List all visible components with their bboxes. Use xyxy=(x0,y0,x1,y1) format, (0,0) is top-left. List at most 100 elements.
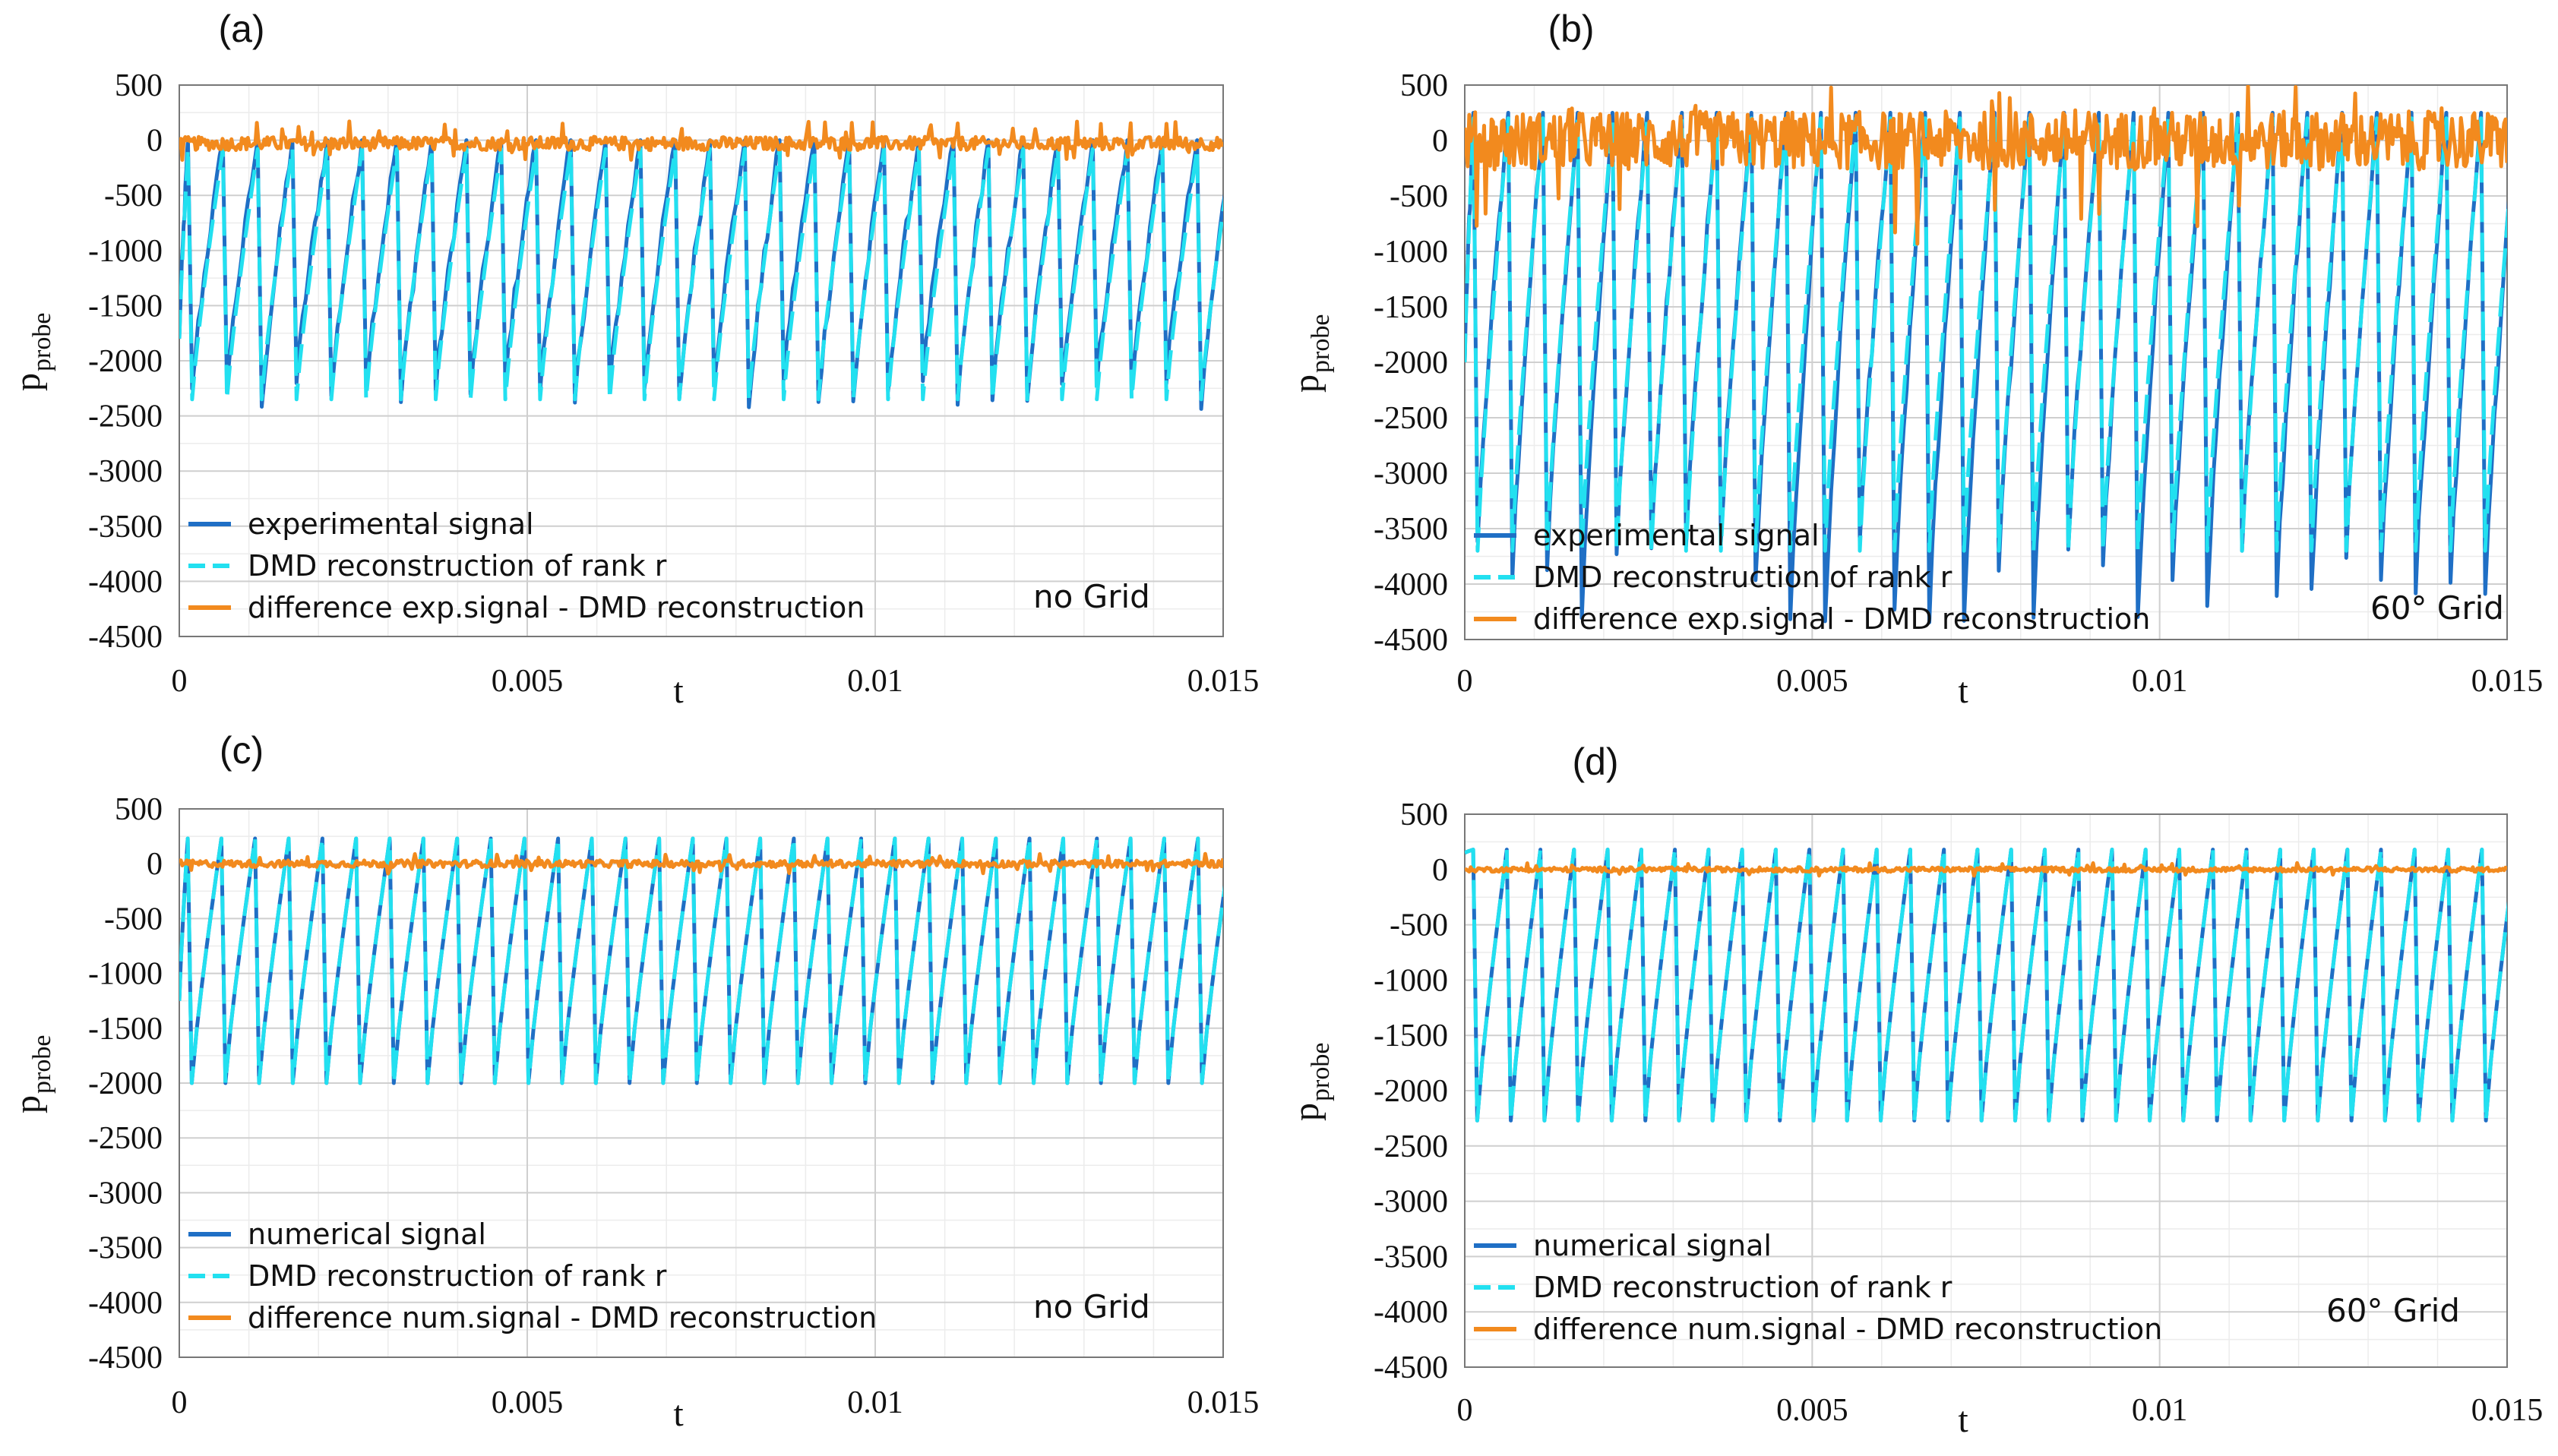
y-tick-label: -500 xyxy=(1390,179,1448,214)
panel-label: (c) xyxy=(220,729,264,772)
series-difference xyxy=(179,851,1223,876)
y-axis-label-sub: probe xyxy=(28,1035,56,1094)
y-tick-label: -2500 xyxy=(1374,401,1448,436)
grid-annotation: 60° Grid xyxy=(2326,1292,2460,1329)
y-tick-label: 0 xyxy=(1432,853,1448,888)
legend: experimental signal DMD reconstruction of… xyxy=(1474,519,2150,636)
y-tick-label: -4000 xyxy=(88,564,163,599)
y-tick-label: -3500 xyxy=(1374,1240,1448,1274)
series-reconstruction xyxy=(1465,848,2507,1123)
legend-entry: experimental signal xyxy=(248,507,534,541)
x-tick-label: 0.015 xyxy=(2471,1393,2544,1428)
y-axis-label-main: p xyxy=(1286,374,1326,393)
legend-entry: experimental signal xyxy=(1533,519,1820,552)
legend-entry: difference num.signal - DMD reconstructi… xyxy=(248,1301,877,1334)
x-axis-label: t xyxy=(673,671,684,711)
y-tick-label: 500 xyxy=(115,68,163,103)
x-tick-label: 0 xyxy=(172,1385,188,1420)
y-tick-label: -2000 xyxy=(88,1066,163,1101)
panel-label: (b) xyxy=(1548,8,1594,50)
y-tick-label: -1500 xyxy=(88,1012,163,1047)
x-tick-label: 0.005 xyxy=(1776,1393,1848,1428)
y-tick-label: 0 xyxy=(1432,124,1448,159)
x-axis-label: t xyxy=(673,1394,684,1434)
plot-area xyxy=(1465,85,2507,624)
y-tick-label: -2500 xyxy=(1374,1129,1448,1164)
x-tick-label: 0 xyxy=(172,664,188,699)
x-tick-label: 0.01 xyxy=(847,664,903,699)
panel-a: (a) 500 0 -500 -1000 -1500 -2000 -2500 -3000 -350… xyxy=(8,8,1259,711)
y-tick-label: -3000 xyxy=(1374,456,1448,491)
y-tick-label: -1000 xyxy=(88,234,163,269)
y-axis-label-sub: probe xyxy=(1307,314,1335,373)
y-tick-label: -2500 xyxy=(88,400,163,434)
grid-annotation: no Grid xyxy=(1033,578,1150,615)
series-reconstruction xyxy=(179,836,1223,1085)
legend-entry: difference exp.signal - DMD reconstructi… xyxy=(1533,602,2150,636)
legend-entry: DMD reconstruction of rank r xyxy=(248,549,667,583)
y-tick-label: -2000 xyxy=(88,344,163,379)
x-tick-label: 0.015 xyxy=(2471,664,2544,699)
x-tick-label: 0.01 xyxy=(2132,1393,2188,1428)
grid-annotation: no Grid xyxy=(1033,1288,1150,1325)
y-tick-label: -4000 xyxy=(88,1286,163,1321)
x-tick-label: 0.015 xyxy=(1187,664,1260,699)
y-tick-label: -500 xyxy=(104,178,163,213)
y-tick-label: -500 xyxy=(104,902,163,936)
plot-frame xyxy=(179,84,1224,637)
y-tick-label: -4500 xyxy=(88,1341,163,1375)
y-tick-label: -1000 xyxy=(1374,963,1448,998)
plot-area xyxy=(179,119,1223,411)
y-tick-label: -1500 xyxy=(88,289,163,324)
x-tick-label: 0.005 xyxy=(492,664,564,699)
y-axis-label-sub: probe xyxy=(28,313,56,371)
grid xyxy=(179,808,1224,1358)
y-tick-label: 500 xyxy=(1400,68,1448,103)
y-tick-label: -1000 xyxy=(1374,235,1448,270)
y-tick-label: -3000 xyxy=(88,1176,163,1211)
legend-entry: DMD reconstruction of rank r xyxy=(1533,561,1952,594)
y-tick-label: -500 xyxy=(1390,908,1448,943)
y-tick-label: -1500 xyxy=(1374,1019,1448,1053)
y-tick-label: -3500 xyxy=(88,510,163,545)
y-axis-label-main: p xyxy=(8,1095,48,1113)
x-axis-label: t xyxy=(1958,1400,1968,1440)
x-tick-label: 0.01 xyxy=(847,1385,903,1420)
y-tick-label: 500 xyxy=(115,792,163,827)
series-difference xyxy=(1465,85,2507,246)
legend-entry: numerical signal xyxy=(248,1218,486,1251)
plot-area xyxy=(179,836,1223,1085)
legend: experimental signal DMD reconstruction of… xyxy=(188,507,865,624)
panel-label: (a) xyxy=(218,8,264,50)
panel-b: (b) 500 0 -500 -1000 -1500 -2000 -2500 -3000 -350… xyxy=(1286,8,2543,711)
legend: numerical signal DMD reconstruction of ra… xyxy=(1474,1229,2162,1346)
y-tick-label: -4500 xyxy=(1374,623,1448,658)
y-tick-label: -3500 xyxy=(1374,512,1448,547)
x-axis-label: t xyxy=(1958,671,1968,711)
y-tick-label: -4500 xyxy=(88,620,163,655)
legend-entry: difference exp.signal - DMD reconstructi… xyxy=(248,591,865,624)
series-difference xyxy=(179,119,1223,162)
y-tick-label: -2000 xyxy=(1374,346,1448,381)
y-axis-label: p probe xyxy=(8,313,56,391)
grid-annotation: 60° Grid xyxy=(2370,589,2504,627)
x-tick-label: 0.005 xyxy=(1776,664,1848,699)
y-tick-label: -4000 xyxy=(1374,567,1448,602)
y-axis-label-main: p xyxy=(8,373,48,391)
y-tick-label: 0 xyxy=(147,847,163,882)
panel-label: (d) xyxy=(1572,741,1618,783)
y-tick-label: -3000 xyxy=(88,454,163,489)
legend-entry: DMD reconstruction of rank r xyxy=(1533,1271,1952,1304)
plot-frame xyxy=(179,808,1224,1358)
y-tick-label: -2500 xyxy=(88,1121,163,1156)
panel-c: (c) 500 0 -500 -1000 -1500 -2000 -2500 -3000 -350… xyxy=(8,729,1259,1434)
y-axis-label-sub: probe xyxy=(1307,1043,1335,1101)
x-tick-label: 0 xyxy=(1457,664,1473,699)
legend-entry: difference num.signal - DMD reconstructi… xyxy=(1533,1312,2162,1346)
series-reconstruction xyxy=(179,147,1223,402)
legend: numerical signal DMD reconstruction of ra… xyxy=(188,1218,877,1334)
